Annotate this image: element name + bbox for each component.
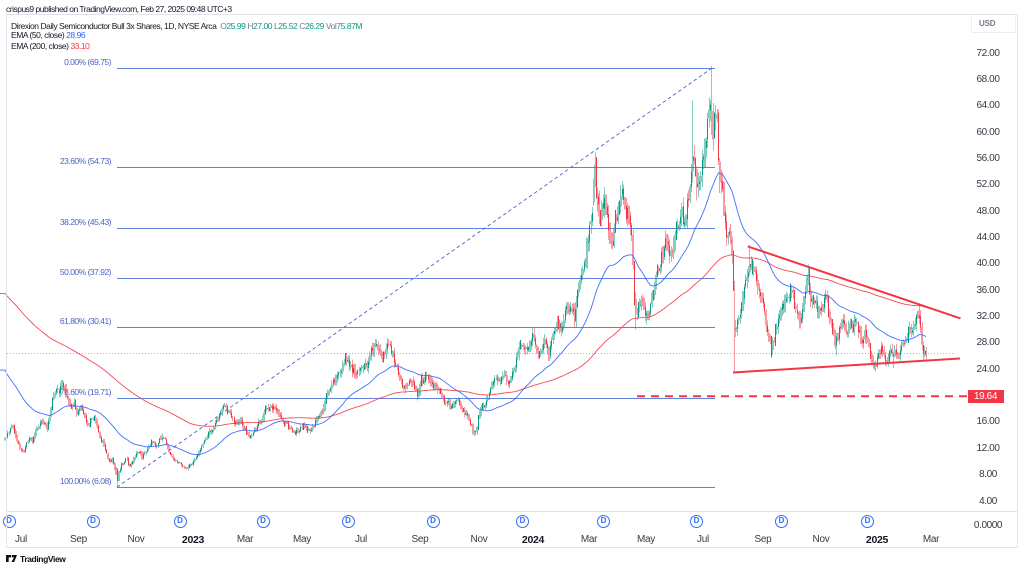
svg-text:78.60% (19.71): 78.60% (19.71) [60,387,112,397]
svg-text:100.00% (6.08): 100.00% (6.08) [60,476,112,486]
svg-text:50.00% (37.92): 50.00% (37.92) [60,267,112,277]
svg-text:23.60% (54.73): 23.60% (54.73) [60,156,112,166]
svg-text:0.00% (69.75): 0.00% (69.75) [64,57,112,67]
svg-text:38.20% (45.43): 38.20% (45.43) [60,217,112,227]
svg-text:61.80% (30.41): 61.80% (30.41) [60,316,112,326]
